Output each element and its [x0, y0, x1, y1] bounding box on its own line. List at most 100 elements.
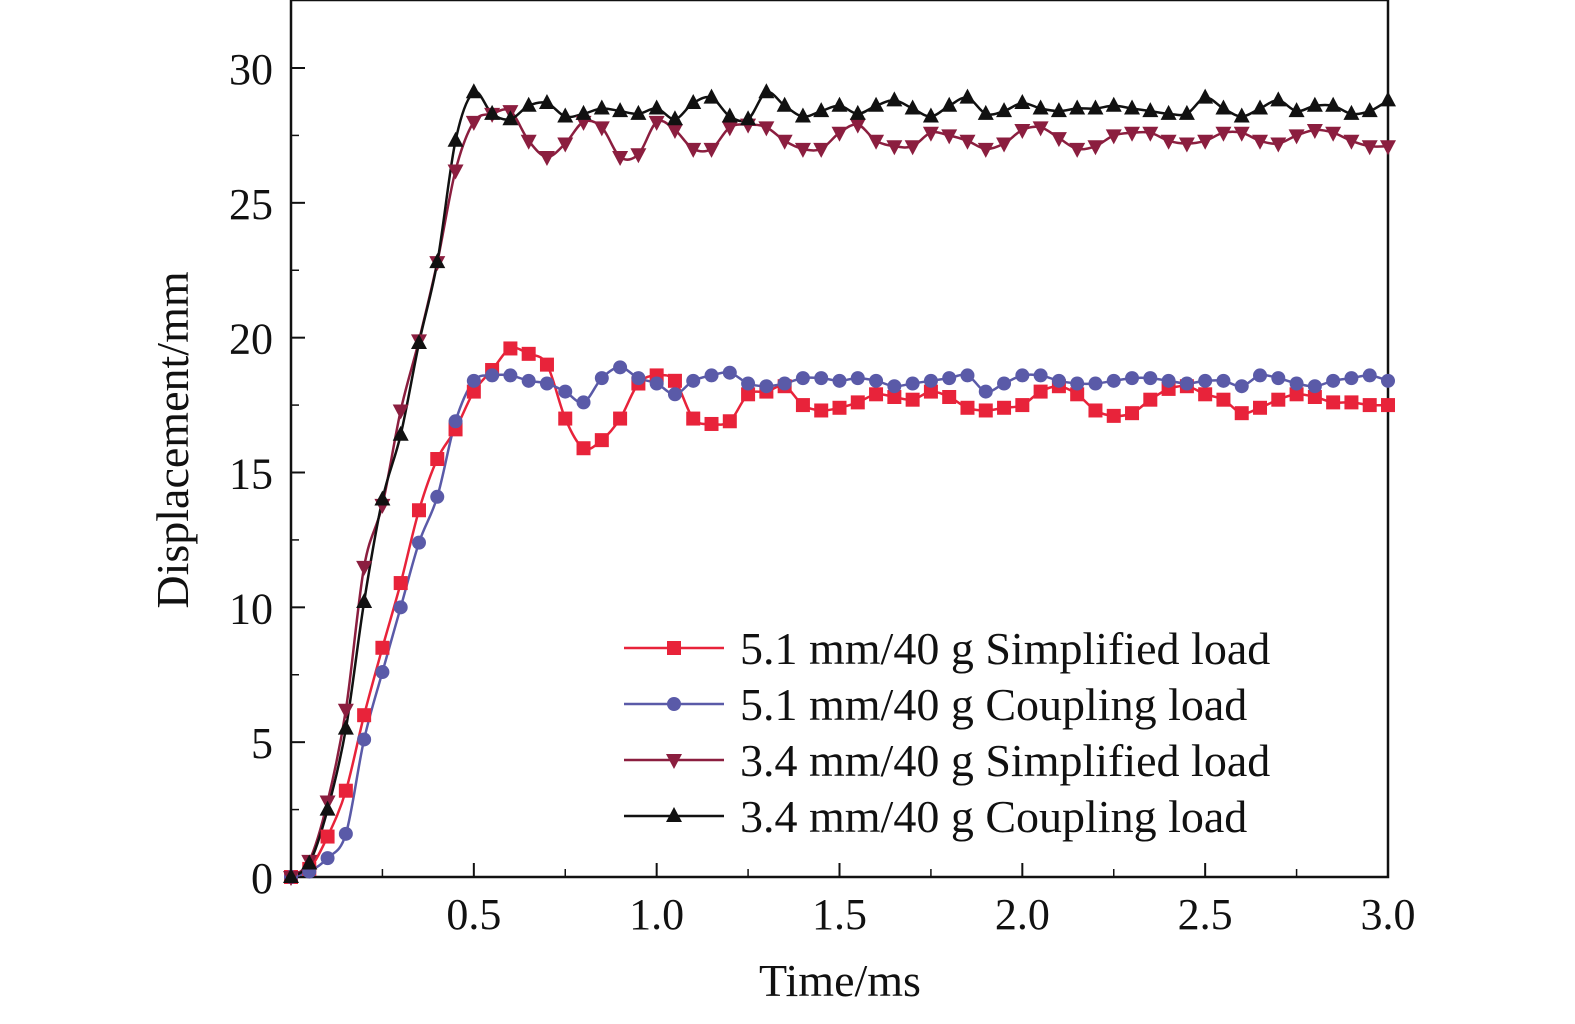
data-point-circle	[448, 414, 463, 429]
data-point-triangle-up	[1233, 107, 1250, 123]
data-point-triangle-up	[813, 102, 830, 118]
data-point-triangle-up	[593, 99, 610, 115]
data-point-triangle-up	[1252, 99, 1269, 115]
data-point-square	[704, 416, 719, 431]
data-point-triangle-down	[758, 121, 775, 137]
data-point-circle	[1307, 379, 1322, 394]
data-point-triangle-up	[410, 334, 427, 350]
data-point-triangle-up	[465, 83, 482, 99]
data-point-triangle-down	[794, 142, 811, 158]
data-point-triangle-up	[1215, 99, 1232, 115]
data-point-circle	[667, 387, 682, 402]
y-axis-label: Displacement/mm	[147, 271, 198, 608]
legend-marker	[666, 807, 682, 822]
data-point-circle	[338, 826, 353, 841]
data-point-square	[850, 395, 865, 410]
data-point-square	[393, 576, 408, 591]
x-tick-label: 3.0	[1361, 890, 1416, 939]
data-point-circle	[539, 376, 554, 391]
data-point-circle	[887, 379, 902, 394]
data-point-triangle-down	[685, 142, 702, 158]
data-point-circle	[686, 373, 701, 388]
data-point-circle	[722, 365, 737, 380]
data-point-circle	[649, 376, 664, 391]
data-point-square	[375, 640, 390, 655]
data-point-triangle-up	[612, 102, 629, 118]
x-tick-label: 2.0	[995, 890, 1050, 939]
data-point-triangle-down	[1032, 121, 1049, 137]
data-point-square	[1070, 387, 1085, 402]
data-point-square	[1015, 398, 1030, 413]
data-point-triangle-down	[538, 150, 555, 166]
data-point-square	[466, 384, 481, 399]
data-point-square	[960, 400, 975, 415]
data-point-square	[1125, 406, 1140, 421]
data-point-circle	[1344, 371, 1359, 386]
data-point-triangle-down	[886, 140, 903, 156]
data-point-triangle-up	[374, 490, 391, 506]
legend-marker	[667, 641, 681, 655]
data-point-triangle-up	[301, 854, 318, 870]
data-point-circle	[357, 732, 372, 747]
data-point-circle	[613, 360, 628, 375]
data-point-square	[430, 452, 445, 467]
data-point-circle	[777, 376, 792, 391]
data-point-triangle-up	[1050, 102, 1067, 118]
data-point-triangle-down	[1233, 126, 1250, 142]
data-point-circle	[1161, 373, 1176, 388]
data-point-square	[869, 387, 884, 402]
data-point-circle	[1362, 368, 1377, 383]
data-point-square	[741, 387, 756, 402]
data-point-triangle-down	[1069, 142, 1086, 158]
legend-marker	[667, 697, 681, 711]
data-point-square	[594, 433, 609, 448]
data-point-triangle-up	[685, 94, 702, 110]
data-point-triangle-down	[1014, 124, 1031, 140]
data-point-circle	[1015, 368, 1030, 383]
data-point-triangle-down	[904, 140, 921, 156]
data-point-circle	[1143, 371, 1158, 386]
data-point-square	[1234, 406, 1249, 421]
data-point-triangle-down	[1197, 134, 1214, 150]
data-point-triangle-up	[575, 104, 592, 120]
data-point-square	[576, 441, 591, 456]
data-point-triangle-up	[1197, 88, 1214, 104]
data-point-square	[814, 403, 829, 418]
data-point-circle	[521, 373, 536, 388]
data-point-circle	[814, 371, 829, 386]
x-tick-label: 0.5	[446, 890, 501, 939]
data-point-triangle-down	[1178, 137, 1195, 153]
data-point-square	[503, 341, 518, 356]
data-point-triangle-down	[703, 142, 720, 158]
data-point-triangle-up	[849, 104, 866, 120]
data-point-triangle-up	[941, 96, 958, 112]
data-point-triangle-up	[356, 592, 373, 608]
x-tick-label: 1.5	[812, 890, 867, 939]
data-point-triangle-down	[941, 129, 958, 145]
data-point-circle	[795, 371, 810, 386]
data-point-triangle-up	[977, 104, 994, 120]
data-point-triangle-down	[1380, 140, 1396, 156]
data-point-square	[1143, 392, 1158, 407]
data-point-circle	[960, 368, 975, 383]
y-tick-label: 15	[229, 450, 273, 499]
data-point-triangle-down	[392, 404, 409, 420]
x-tick-label: 2.5	[1178, 890, 1233, 939]
y-axis-ticks: 0 5 10 15 20 25 30	[229, 45, 305, 903]
data-point-square	[1253, 400, 1268, 415]
data-point-triangle-down	[1252, 134, 1269, 150]
data-point-circle	[1051, 373, 1066, 388]
data-point-square	[1344, 395, 1359, 410]
data-point-triangle-down	[630, 148, 647, 164]
data-point-triangle-up	[502, 110, 519, 126]
data-point-square	[1106, 408, 1121, 423]
data-point-circle	[631, 371, 646, 386]
data-point-triangle-down	[1105, 129, 1122, 145]
data-point-triangle-down	[1124, 126, 1141, 142]
data-point-circle	[978, 384, 993, 399]
data-point-triangle-down	[721, 121, 738, 137]
data-point-triangle-down	[831, 126, 848, 142]
data-point-square	[1326, 395, 1341, 410]
legend-label: 5.1 mm/40 g Coupling load	[740, 679, 1247, 730]
data-point-circle	[1216, 373, 1231, 388]
